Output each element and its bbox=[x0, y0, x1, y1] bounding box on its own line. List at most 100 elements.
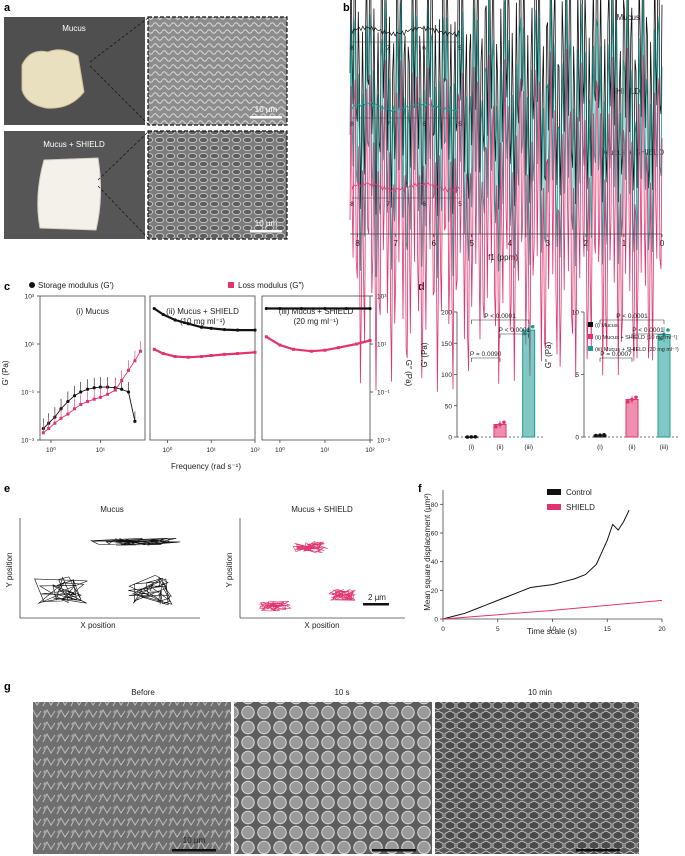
spectrum-mucus bbox=[349, 0, 663, 217]
dr-category-label: (ii) bbox=[628, 444, 635, 451]
f-legend-label-1: Control bbox=[566, 488, 592, 497]
sem-10min bbox=[435, 702, 639, 854]
inset-mucus-shield-tick: 7 bbox=[386, 201, 390, 208]
e-scale-label: 2 µm bbox=[368, 593, 386, 602]
dr-sig-bracket bbox=[631, 333, 665, 338]
photo-label-mucus-shield: Mucus + SHIELD bbox=[43, 140, 105, 149]
f-ytick-label: 80 bbox=[431, 502, 439, 509]
inset-shield-tick: 5 bbox=[458, 121, 462, 128]
subplot-frame-3 bbox=[261, 295, 371, 441]
g-scale-label: 10 µm bbox=[183, 836, 206, 845]
dr-category-label: (i) bbox=[597, 444, 603, 451]
loss-line-1 bbox=[43, 350, 141, 434]
inset-mucus-shield bbox=[351, 181, 461, 194]
c-xtick-label: 10⁰ bbox=[275, 446, 285, 454]
dl-ytick-label: 200 bbox=[441, 310, 452, 317]
nmr-tick-label: 6 bbox=[431, 239, 436, 248]
e-ylabel-1: Y position bbox=[5, 553, 14, 588]
c-ytick-label-right: 10³ bbox=[377, 294, 387, 301]
spectrum-shield bbox=[349, 0, 663, 279]
f-ytick-label: 40 bbox=[431, 559, 439, 566]
rheology-subplots: (i) Mucus 10⁰ 10¹ (ii) Mucus + SHIELD(10 mg… bbox=[21, 294, 390, 455]
e-xlabel-2: X position bbox=[304, 621, 339, 630]
dr-ytick-label: 10 bbox=[572, 310, 580, 317]
panel-f-msd: 0 5 10 15 20 0 20 40 60 80 Control SHIELD Mean squa… bbox=[423, 488, 666, 636]
panel-g: Before 10 s 10 min 10 µm bbox=[33, 688, 639, 854]
loss-point bbox=[139, 349, 143, 353]
track-shield-2 bbox=[259, 600, 292, 612]
dr-replicate-point bbox=[630, 397, 634, 402]
dl-replicate-point bbox=[473, 434, 478, 439]
dl-ytick-label: 100 bbox=[441, 372, 452, 379]
inset-mucus-tick: 7 bbox=[386, 45, 390, 52]
panel-label-b: b bbox=[343, 2, 350, 14]
dr-sig-bracket bbox=[599, 319, 665, 324]
loss-line-2 bbox=[153, 348, 256, 359]
dl-replicate-point bbox=[469, 435, 474, 439]
dl-replicate-point bbox=[526, 328, 531, 332]
c-ytick-label-left: 10⁻¹ bbox=[21, 390, 35, 397]
sem-mucus bbox=[147, 16, 288, 126]
g-title-before: Before bbox=[131, 688, 155, 697]
bar-chart-storage: 0 50 100 150 200 (i) (ii) (iii) P = 0.0090 P < 0.… bbox=[441, 310, 543, 451]
f-xtick-label: 10 bbox=[549, 626, 557, 633]
msd-line-control bbox=[442, 509, 630, 620]
nmr-tick-label: 0 bbox=[660, 239, 665, 248]
c-ytick-label-right: 10¹ bbox=[377, 342, 387, 349]
nmr-tick-label: 3 bbox=[546, 239, 551, 248]
loss-line-3 bbox=[265, 335, 371, 353]
e-scale-bar bbox=[363, 603, 389, 606]
f-xtick-label: 20 bbox=[658, 626, 666, 633]
c-xtick-label: 10¹ bbox=[320, 447, 330, 454]
dr-sig-label: P = 0.0007 bbox=[600, 351, 632, 358]
legend-label-storage: Storage modulus (G′) bbox=[38, 281, 114, 290]
dl-ytick-label: 150 bbox=[441, 341, 452, 348]
f-legend-swatch-1 bbox=[547, 489, 561, 495]
nmr-tick-label: 8 bbox=[355, 239, 360, 248]
dl-sig-label: P < 0.0001 bbox=[499, 327, 531, 334]
loss-point bbox=[264, 335, 268, 339]
legend-label-loss: Loss modulus (G″) bbox=[238, 281, 304, 290]
dr-replicate-point bbox=[634, 395, 638, 400]
panel-label-g: g bbox=[4, 681, 11, 693]
nmr-tick-label: 7 bbox=[393, 239, 398, 248]
mucus-shield-sample-shape bbox=[37, 157, 102, 231]
dl-replicate-point bbox=[498, 422, 502, 427]
subplot-subtitle-2: (10 mg ml⁻¹) bbox=[180, 317, 225, 326]
scale-bar-a2 bbox=[250, 230, 282, 233]
dr-sig-label: P < 0.0001 bbox=[632, 327, 664, 334]
c-ytick-label-left: 10¹ bbox=[25, 342, 35, 349]
inset-shield bbox=[351, 101, 461, 114]
e-ylabel-2: Y position bbox=[225, 553, 234, 588]
dr-ytick-label: 5 bbox=[575, 372, 579, 379]
inset-shield-tick: 8 bbox=[350, 121, 354, 128]
inset-mucus-tick: 5 bbox=[458, 45, 462, 52]
spectrum-label-mucus-shield: Mucus + SHIELD bbox=[602, 148, 664, 157]
inset-mucus-shield-tick: 6 bbox=[422, 201, 426, 208]
dr-replicate-point bbox=[598, 433, 602, 437]
subplot-title-2: (ii) Mucus + SHIELD bbox=[166, 307, 239, 316]
panel-c-rheology: Storage modulus (G′) Loss modulus (G″) (… bbox=[1, 281, 413, 471]
f-ytick-label: 60 bbox=[431, 531, 439, 538]
dl-replicate-point bbox=[502, 420, 506, 425]
dl-replicate-point bbox=[465, 435, 470, 439]
subplot-title-1: (i) Mucus bbox=[76, 307, 109, 316]
inset-mucus-shield-tick: 8 bbox=[350, 201, 354, 208]
f-ylabel: Mean square displacement (µm²) bbox=[423, 493, 432, 611]
sem-mucus-shield bbox=[147, 130, 288, 240]
dl-category-label: (ii) bbox=[496, 444, 503, 451]
dr-legend-label: (ii) Mucus + SHIELD (10 mg ml⁻¹) bbox=[595, 335, 678, 341]
subplot-frame-1 bbox=[39, 295, 146, 441]
dl-sig-label: P < 0.0001 bbox=[484, 313, 516, 320]
dr-bar-2 bbox=[625, 399, 639, 438]
c-ytick-label-left: 10³ bbox=[25, 294, 35, 301]
scale-label-a2: 10 µm bbox=[255, 219, 278, 228]
f-xtick-label: 15 bbox=[604, 626, 612, 633]
c-xtick-label: 10¹ bbox=[96, 447, 106, 454]
c-xtick-label: 10⁰ bbox=[163, 446, 173, 454]
inset-mucus-tick: 6 bbox=[422, 45, 426, 52]
nmr-tick-label: 1 bbox=[622, 239, 627, 248]
d-right-ylabel: G″ (Pa) bbox=[544, 341, 553, 368]
dl-replicate-point bbox=[530, 324, 535, 329]
